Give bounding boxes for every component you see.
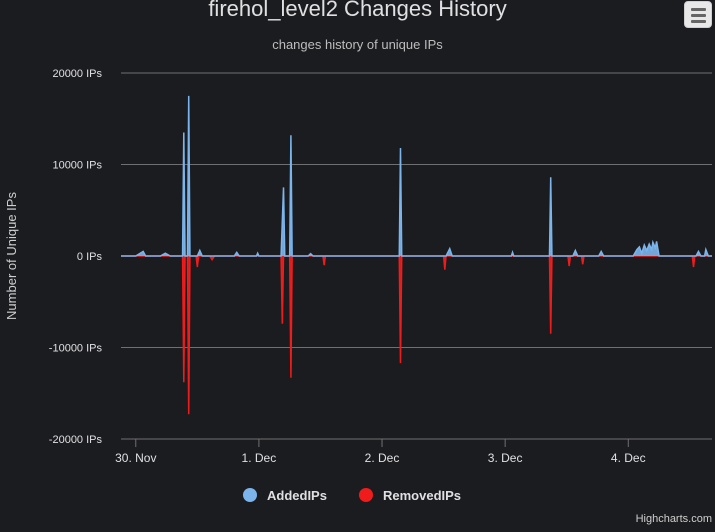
x-tick-label: 2. Dec bbox=[365, 451, 400, 465]
menu-icon bbox=[691, 14, 706, 17]
y-tick-label: 10000 IPs bbox=[52, 160, 102, 172]
series-area-AddedIPs bbox=[121, 95, 712, 256]
menu-icon bbox=[691, 8, 706, 11]
x-tick-label: 4. Dec bbox=[611, 451, 646, 465]
series-line-RemovedIPs bbox=[121, 255, 712, 415]
x-tick-label: 3. Dec bbox=[488, 451, 523, 465]
x-tick-label: 1. Dec bbox=[242, 451, 277, 465]
chart-context-menu-button[interactable] bbox=[684, 1, 712, 28]
legend-label-removed: RemovedIPs bbox=[383, 487, 462, 503]
y-tick-label: 0 IPs bbox=[77, 251, 103, 263]
chart-title: firehol_level2 Changes History bbox=[208, 0, 507, 21]
series-area-RemovedIPs bbox=[121, 256, 712, 415]
chart-subtitle: changes history of unique IPs bbox=[272, 37, 443, 52]
x-tick-label: 30. Nov bbox=[115, 451, 156, 465]
y-tick-label: -10000 IPs bbox=[49, 343, 103, 355]
legend-label-added: AddedIPs bbox=[267, 487, 327, 503]
credits-link[interactable]: Highcharts.com bbox=[635, 513, 712, 525]
legend-marker-added bbox=[243, 488, 257, 502]
y-axis-title: Number of Unique IPs bbox=[4, 192, 19, 320]
menu-icon bbox=[691, 20, 706, 23]
series-line-AddedIPs bbox=[121, 95, 712, 257]
y-tick-label: 20000 IPs bbox=[52, 68, 102, 80]
legend-marker-removed bbox=[359, 488, 373, 502]
y-tick-label: -20000 IPs bbox=[49, 434, 103, 446]
legend-item-removed[interactable]: RemovedIPs bbox=[359, 486, 461, 504]
legend-item-added[interactable]: AddedIPs bbox=[243, 486, 327, 504]
